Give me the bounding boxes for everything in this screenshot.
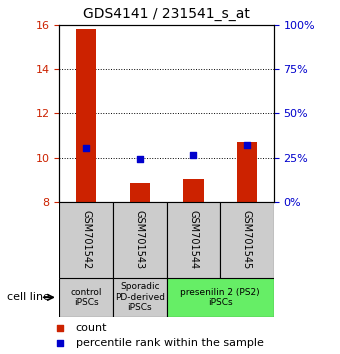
Point (57, 340, 63, 346)
Point (57, 325, 63, 331)
Bar (220, 202, 274, 278)
Bar (76, 29, 97, 202)
Bar (113, 202, 167, 278)
Point (244, 142, 250, 148)
Text: GSM701542: GSM701542 (81, 210, 91, 269)
Bar (167, 278, 274, 317)
Point (191, 152, 196, 158)
Bar (59, 278, 113, 317)
Bar (113, 278, 167, 317)
Point (137, 156, 142, 162)
Text: count: count (75, 323, 107, 333)
Text: presenilin 2 (PS2)
iPSCs: presenilin 2 (PS2) iPSCs (180, 288, 260, 307)
Bar (183, 178, 204, 202)
Bar (59, 202, 113, 278)
Point (84, 145, 89, 150)
Text: Sporadic
PD-derived
iPSCs: Sporadic PD-derived iPSCs (115, 282, 165, 312)
Text: control
iPSCs: control iPSCs (70, 288, 102, 307)
Bar (167, 202, 220, 278)
Text: cell line: cell line (7, 292, 50, 302)
Bar (130, 183, 150, 202)
Bar (237, 142, 257, 202)
Text: GSM701545: GSM701545 (242, 210, 252, 269)
Text: GSM701544: GSM701544 (188, 210, 198, 269)
Text: GSM701543: GSM701543 (135, 210, 145, 269)
Text: percentile rank within the sample: percentile rank within the sample (75, 338, 264, 348)
Title: GDS4141 / 231541_s_at: GDS4141 / 231541_s_at (83, 7, 250, 21)
